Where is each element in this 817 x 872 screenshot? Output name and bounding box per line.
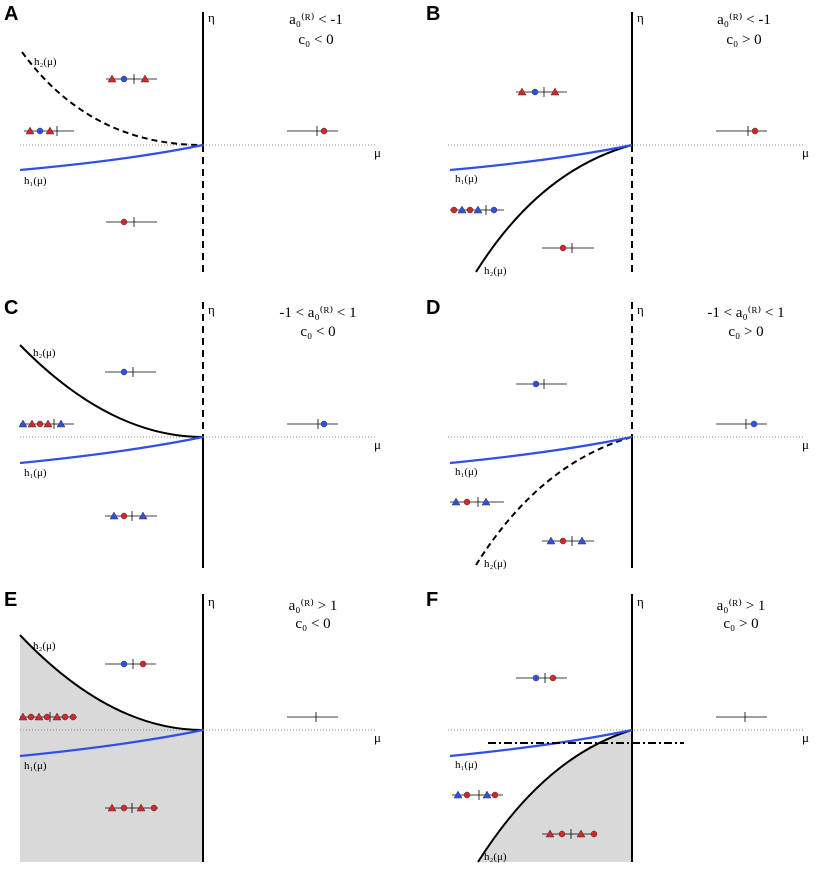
panel-c: C η μ -1 < a₀⁽ᴿ⁾ < 1 c₀ < 0 h₂(μ) h₁(μ) bbox=[4, 297, 381, 568]
panel-e-eta-label: η bbox=[208, 594, 215, 609]
panel-a-condition-2: c₀ < 0 bbox=[298, 32, 333, 48]
panel-f-label: F bbox=[426, 589, 438, 611]
panel-d-condition-2: c₀ > 0 bbox=[728, 324, 763, 340]
panel-c-glyph-top bbox=[105, 367, 156, 377]
panel-f-glyph-right bbox=[716, 712, 767, 722]
panel-d-glyph-right bbox=[716, 419, 767, 429]
panel-d-h1-curve bbox=[449, 435, 633, 465]
panel-b-condition-2: c₀ > 0 bbox=[726, 32, 761, 48]
panel-a: A η μ a₀⁽ᴿ⁾ < -1 c₀ < 0 h₂(μ) h₁(μ) bbox=[4, 3, 381, 275]
panel-e-glyph-left bbox=[18, 712, 77, 722]
panel-c-h1-curve bbox=[19, 435, 204, 465]
panel-f-glyph-left bbox=[452, 790, 503, 800]
panel-d-mu-label: μ bbox=[802, 437, 809, 452]
panel-a-h2-label: h₂(μ) bbox=[34, 56, 57, 68]
panel-c-condition-1: -1 < a₀⁽ᴿ⁾ < 1 bbox=[279, 304, 356, 321]
panel-b: B η μ a₀⁽ᴿ⁾ < -1 c₀ > 0 h₁(μ) h₂(μ) bbox=[426, 3, 809, 277]
panel-b-glyph-bottom bbox=[542, 243, 594, 253]
panel-f-condition-2: c₀ > 0 bbox=[723, 616, 758, 632]
panel-c-condition-2: c₀ < 0 bbox=[300, 324, 335, 340]
panel-e-h1-curve bbox=[19, 728, 204, 758]
panel-f-glyph-bottom bbox=[542, 829, 598, 839]
panel-c-glyph-bottom bbox=[105, 511, 157, 521]
panel-b-h1-curve bbox=[449, 143, 633, 172]
panel-d-glyph-left bbox=[450, 497, 504, 507]
panel-d-eta-label: η bbox=[637, 302, 644, 317]
panel-f-eta-label: η bbox=[637, 594, 644, 609]
panel-e-mu-label: μ bbox=[374, 730, 381, 745]
panel-a-glyph-right bbox=[287, 126, 338, 136]
panel-c-mu-label: μ bbox=[374, 437, 381, 452]
panel-e-label: E bbox=[4, 589, 17, 611]
panel-e-condition-1: a₀⁽ᴿ⁾ > 1 bbox=[289, 597, 338, 614]
panel-a-glyph-left bbox=[24, 126, 74, 136]
panel-c-h2-curve bbox=[19, 344, 204, 438]
panel-f-h2-curve bbox=[477, 729, 633, 863]
panel-c-glyph-right bbox=[287, 419, 338, 429]
panel-a-label: A bbox=[4, 3, 18, 25]
panel-f-shaded-region bbox=[478, 730, 632, 862]
panel-b-glyph-right bbox=[716, 126, 767, 136]
panel-f-h2-label: h₂(μ) bbox=[484, 851, 507, 863]
panel-a-h1-curve bbox=[19, 143, 204, 172]
panel-f-h1-curve bbox=[449, 728, 633, 758]
panel-a-glyph-bottom bbox=[106, 217, 157, 227]
panel-d: D η μ -1 < a₀⁽ᴿ⁾ < 1 c₀ > 0 h₁(μ) h₂(μ) bbox=[426, 297, 809, 570]
panel-e-shaded-region bbox=[20, 635, 203, 862]
panel-b-label: B bbox=[426, 3, 440, 25]
panel-b-h2-label: h₂(μ) bbox=[484, 265, 507, 277]
panel-c-h1-label: h₁(μ) bbox=[24, 467, 47, 479]
panel-f-h1-label: h₁(μ) bbox=[455, 759, 478, 771]
panel-e-condition-2: c₀ < 0 bbox=[295, 616, 330, 632]
panel-d-glyph-bottom bbox=[542, 536, 594, 546]
panel-a-h2-curve bbox=[21, 51, 204, 146]
panel-e-glyph-bottom bbox=[105, 803, 158, 813]
panel-f-mu-label: μ bbox=[802, 730, 809, 745]
panel-f-glyph-top bbox=[516, 673, 567, 683]
panel-d-glyph-top bbox=[516, 379, 567, 389]
panel-a-eta-label: η bbox=[208, 10, 215, 25]
panel-b-mu-label: μ bbox=[802, 145, 809, 160]
panel-e-h1-label: h₁(μ) bbox=[24, 760, 47, 772]
panel-c-eta-label: η bbox=[208, 302, 215, 317]
panel-d-label: D bbox=[426, 297, 440, 319]
panel-d-condition-1: -1 < a₀⁽ᴿ⁾ < 1 bbox=[707, 304, 784, 321]
panel-a-condition-1: a₀⁽ᴿ⁾ < -1 bbox=[289, 11, 343, 28]
panel-e-glyph-top bbox=[105, 659, 156, 669]
panel-f-condition-1: a₀⁽ᴿ⁾ > 1 bbox=[717, 597, 766, 614]
panel-b-h1-label: h₁(μ) bbox=[455, 173, 478, 185]
panel-b-h2-curve bbox=[475, 144, 633, 273]
panel-c-h2-label: h₂(μ) bbox=[33, 347, 56, 359]
panel-e-glyph-right bbox=[287, 712, 338, 722]
panel-e: E η μ a₀⁽ᴿ⁾ > 1 c₀ < 0 h₂(μ) h₁(μ) bbox=[4, 589, 381, 862]
panel-a-mu-label: μ bbox=[374, 145, 381, 160]
panel-b-glyph-top bbox=[516, 87, 567, 97]
panel-c-glyph-left bbox=[18, 419, 74, 429]
panel-e-h2-curve bbox=[19, 634, 204, 731]
panel-d-h2-curve bbox=[475, 436, 633, 566]
panel-b-condition-1: a₀⁽ᴿ⁾ < -1 bbox=[717, 11, 771, 28]
panel-e-h2-label: h₂(μ) bbox=[33, 640, 56, 652]
panel-d-h1-label: h₁(μ) bbox=[455, 466, 478, 478]
panel-b-eta-label: η bbox=[637, 10, 644, 25]
panel-f: F η μ a₀⁽ᴿ⁾ > 1 c₀ > 0 h₁(μ) h₂(μ) bbox=[426, 589, 809, 863]
panel-a-glyph-top bbox=[106, 74, 157, 84]
panel-a-h1-label: h₁(μ) bbox=[24, 175, 47, 187]
panel-b-glyph-left bbox=[450, 205, 504, 215]
panel-c-label: C bbox=[4, 297, 18, 319]
panel-d-h2-label: h₂(μ) bbox=[484, 558, 507, 570]
